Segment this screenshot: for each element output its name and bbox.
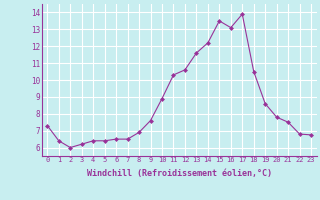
X-axis label: Windchill (Refroidissement éolien,°C): Windchill (Refroidissement éolien,°C) — [87, 169, 272, 178]
